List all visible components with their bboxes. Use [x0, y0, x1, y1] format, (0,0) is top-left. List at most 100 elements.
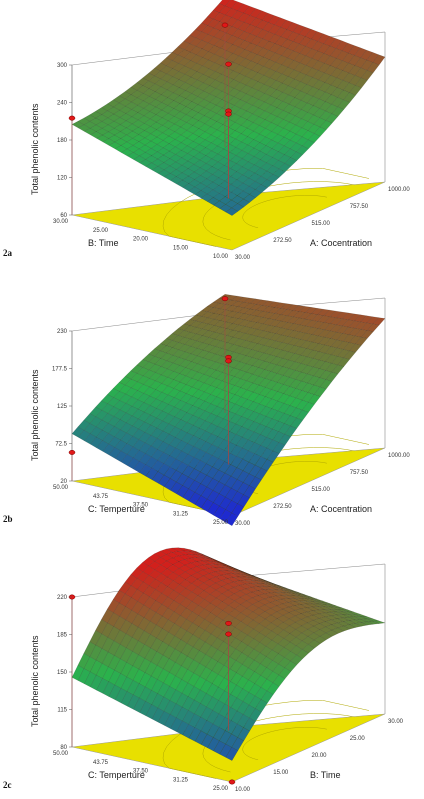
x-tick-label: 515.00: [312, 221, 331, 227]
surface-cell: [294, 608, 308, 614]
surface-cell: [244, 33, 257, 44]
x-tick-label: 15.00: [273, 770, 289, 776]
surface-cell: [95, 114, 109, 122]
surface-cell: [360, 60, 374, 71]
surface-cell: [251, 351, 265, 360]
surface-cell: [220, 570, 234, 575]
surface-cell: [288, 345, 301, 354]
surface-cell: [132, 127, 145, 135]
surface-cell: [275, 334, 289, 343]
surface-cell: [186, 405, 200, 416]
surface-cell: [207, 557, 220, 563]
surface-cell: [307, 620, 320, 627]
surface-cell: [286, 588, 299, 593]
y-tick-label: 31.25: [173, 511, 189, 517]
y-tick-label: 43.75: [93, 760, 109, 766]
surface-cell: [269, 584, 282, 589]
surface-cell: [302, 644, 315, 654]
surface-cell: [343, 92, 356, 103]
z-tick-label: 80: [60, 745, 67, 751]
surface-cell: [265, 630, 278, 641]
surface-cell: [200, 733, 214, 748]
y-axis-label: C: Temperture: [88, 770, 145, 780]
surface-cell: [196, 554, 209, 559]
surface-cell: [272, 160, 285, 170]
surface-cell: [270, 373, 284, 383]
floor-contour-line: [242, 195, 327, 229]
surface-cell: [301, 112, 314, 122]
surface-cell: [336, 70, 350, 81]
surface-cell: [289, 397, 303, 409]
surface-cell: [247, 139, 261, 149]
surface-cell: [274, 314, 288, 322]
surface-cell: [343, 624, 357, 630]
surface-cell: [191, 363, 204, 373]
surface-cell: [294, 355, 308, 364]
surface-cell: [253, 623, 266, 633]
x-tick-label: 1000.00: [388, 187, 410, 193]
surface-cell: [182, 183, 196, 192]
surface-cell: [243, 297, 257, 304]
y-tick-label: 31.25: [173, 777, 189, 783]
surface-cell: [108, 141, 122, 150]
surface-cell: [343, 350, 356, 360]
surface-cell: [101, 117, 115, 126]
surface-cell: [287, 41, 300, 52]
surface-cell: [330, 324, 343, 333]
surface-cell: [138, 144, 152, 153]
surface-cell: [101, 622, 114, 638]
surface-cell: [107, 640, 121, 656]
surface-cell: [204, 134, 218, 144]
surface-cell: [204, 413, 218, 424]
surface-cell: [133, 450, 146, 462]
surface-cell: [317, 43, 331, 54]
surface-cell: [312, 606, 325, 611]
surface-cell: [306, 67, 319, 78]
surface-cell: [317, 315, 331, 323]
surface-cell: [256, 576, 269, 582]
surface-cell: [228, 617, 242, 628]
surface-cell: [260, 459, 274, 472]
surface-cell: [102, 131, 115, 139]
surface-cell: [188, 179, 201, 188]
surface-cell: [254, 434, 267, 446]
x-axis-label: A: Cocentration: [310, 504, 372, 514]
surface-cell: [171, 551, 185, 557]
surface-cell: [234, 125, 248, 134]
surface-cell: [217, 408, 230, 419]
surface-cell: [286, 316, 300, 324]
surface-cell: [237, 727, 250, 742]
y-tick-label: 37.50: [133, 769, 149, 775]
surface-cell: [236, 664, 249, 677]
surface-cell: [198, 391, 211, 402]
y-tick-label: 37.50: [133, 503, 149, 509]
surface-cell: [209, 361, 223, 371]
surface-cell: [96, 678, 109, 694]
surface-cell: [198, 115, 211, 124]
surface-cell: [228, 385, 242, 395]
design-point: [68, 115, 76, 121]
surface-cell: [226, 567, 239, 572]
surface-cell: [207, 556, 220, 562]
surface-cell: [236, 447, 249, 460]
surface-cell: [133, 683, 146, 699]
surface-cell: [325, 354, 338, 364]
surface-cell: [255, 10, 269, 21]
surface-cell: [199, 155, 213, 164]
surface-cell: [267, 301, 281, 308]
surface-cell: [289, 637, 303, 646]
surface-cell: [144, 661, 158, 677]
surface-cell: [247, 401, 260, 412]
surface-cell: [307, 105, 320, 116]
surface-cell: [256, 38, 270, 49]
surface-cell: [216, 610, 230, 621]
surface-cell: [133, 697, 146, 713]
surface-cell: [213, 505, 226, 519]
surface-cell: [265, 622, 278, 632]
surface-cell: [223, 668, 237, 682]
response-surface: [71, 547, 386, 761]
surface-cell: [319, 632, 333, 640]
surface-cell: [283, 139, 297, 150]
surface-cell: [264, 354, 277, 364]
surface-cell: [102, 443, 116, 456]
